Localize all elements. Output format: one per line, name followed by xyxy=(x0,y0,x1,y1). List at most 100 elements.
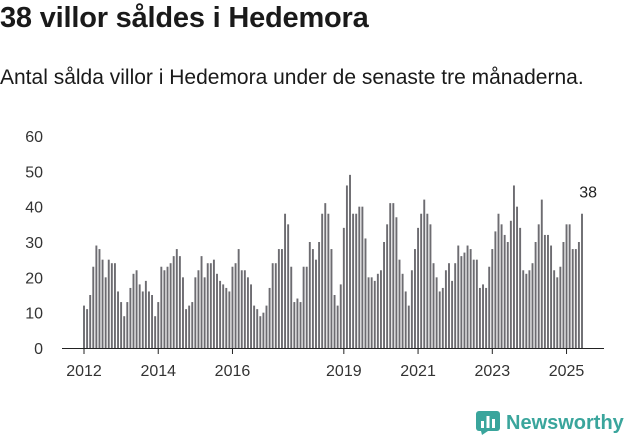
bar xyxy=(565,224,568,348)
y-tick-label: 40 xyxy=(25,200,43,217)
bar xyxy=(265,305,268,348)
bar xyxy=(395,217,398,348)
bar xyxy=(454,263,457,348)
bar xyxy=(287,224,290,348)
bar xyxy=(358,206,361,348)
bar xyxy=(284,213,287,348)
y-tick-label: 60 xyxy=(25,129,43,146)
bar xyxy=(537,224,540,348)
bar xyxy=(246,277,249,348)
bar xyxy=(525,273,528,348)
bar xyxy=(444,270,447,348)
bar xyxy=(410,270,413,348)
bar xyxy=(212,259,215,348)
bar xyxy=(339,284,342,348)
bar xyxy=(581,213,583,348)
y-tick-label: 20 xyxy=(25,270,43,287)
bar xyxy=(509,220,512,348)
bar xyxy=(172,256,175,348)
bar xyxy=(166,266,169,348)
x-tick-label: 2016 xyxy=(215,363,251,380)
bar xyxy=(531,263,534,348)
bar xyxy=(414,249,416,348)
bar xyxy=(253,305,256,348)
bar xyxy=(451,280,454,348)
bar xyxy=(274,263,277,348)
bar xyxy=(293,302,296,348)
bar xyxy=(101,259,104,348)
x-tick-label: 2012 xyxy=(66,363,102,380)
bar xyxy=(219,280,222,348)
bar xyxy=(206,263,209,348)
bar xyxy=(401,273,404,348)
bar xyxy=(478,287,481,348)
chart-title: 38 villor såldes i Hedemora xyxy=(0,2,369,34)
bar xyxy=(110,263,113,348)
bar xyxy=(271,263,274,348)
bar xyxy=(482,284,484,348)
x-tick-label: 2019 xyxy=(326,363,362,380)
bar xyxy=(342,227,345,348)
bar xyxy=(367,277,370,348)
bar xyxy=(420,213,423,348)
x-tick-label: 2014 xyxy=(140,363,176,380)
newsworthy-logo-icon xyxy=(476,411,500,435)
bar xyxy=(506,242,509,348)
bar xyxy=(389,203,392,348)
bar xyxy=(182,277,184,348)
bar xyxy=(475,259,478,348)
bar xyxy=(534,242,537,348)
bar xyxy=(209,263,212,348)
bar xyxy=(522,270,525,348)
chart-subtitle: Antal sålda villor i Hedemora under de s… xyxy=(0,66,584,89)
bar xyxy=(568,224,571,348)
bar xyxy=(126,302,129,348)
y-tick-label: 30 xyxy=(25,235,43,252)
x-tick-label: 2025 xyxy=(549,363,585,380)
bar xyxy=(216,273,218,348)
bar xyxy=(398,259,401,348)
bar xyxy=(448,263,450,348)
bar xyxy=(472,259,475,348)
bar xyxy=(98,249,101,348)
bar xyxy=(141,291,144,348)
bar xyxy=(135,270,138,348)
bar xyxy=(151,295,154,348)
bar xyxy=(92,266,95,348)
bar xyxy=(333,295,336,348)
bar xyxy=(373,280,376,348)
bar xyxy=(500,224,503,348)
bar xyxy=(324,203,327,348)
x-tick-label: 2021 xyxy=(400,363,436,380)
bar xyxy=(147,291,150,348)
brand-name: Newsworthy xyxy=(506,411,624,434)
bar xyxy=(463,252,466,348)
bar xyxy=(268,287,271,348)
bar xyxy=(497,213,500,348)
bar xyxy=(157,302,160,348)
bar xyxy=(345,185,348,348)
bar xyxy=(154,316,157,348)
bar xyxy=(516,206,519,348)
bar xyxy=(302,266,305,348)
bar xyxy=(222,284,225,348)
bar xyxy=(240,270,243,348)
bar xyxy=(203,277,206,348)
bar xyxy=(540,199,543,348)
bar xyxy=(435,277,438,348)
bar xyxy=(494,231,497,348)
bar xyxy=(432,263,435,348)
bar xyxy=(104,277,107,348)
bar xyxy=(441,287,444,348)
bar xyxy=(120,302,123,348)
bar xyxy=(512,185,515,348)
bar xyxy=(259,316,262,348)
bar xyxy=(138,284,141,348)
bar xyxy=(426,213,429,348)
bar xyxy=(234,263,237,348)
bar xyxy=(457,245,460,348)
bar xyxy=(163,270,166,348)
bar xyxy=(503,234,506,348)
bar xyxy=(407,305,410,348)
